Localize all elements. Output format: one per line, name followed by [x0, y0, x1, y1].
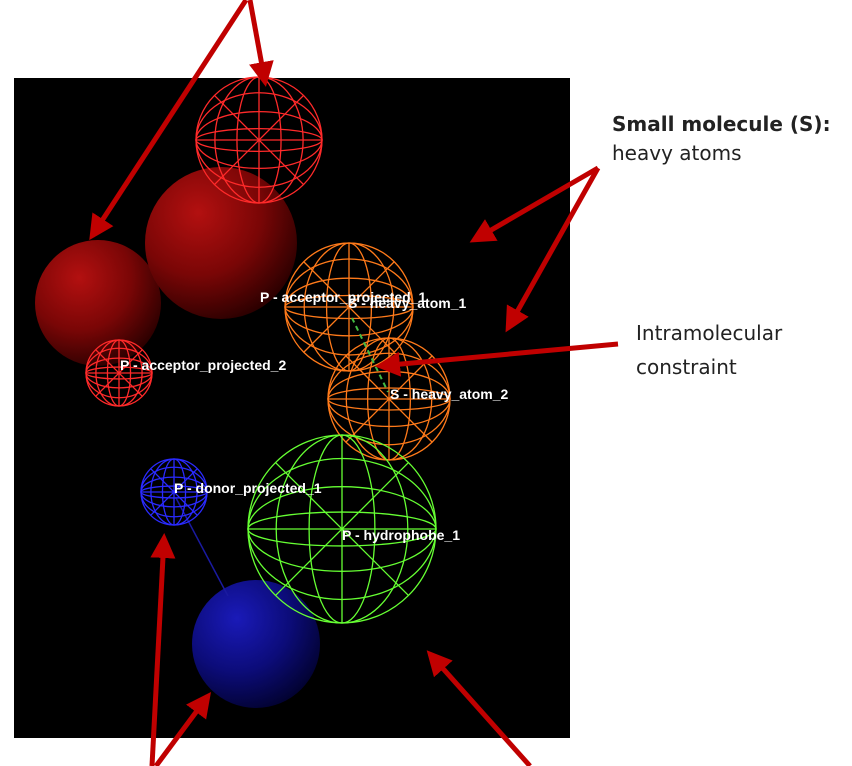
label-heavy-atom-1: S - heavy_atom_1	[348, 295, 466, 311]
intramolecular-constraint-line	[351, 317, 389, 393]
donor-solid-sphere	[192, 580, 320, 708]
label-acceptor-projected-1: P - acceptor_projected_1	[260, 289, 426, 305]
small-molecule-title: Small molecule (S):	[612, 112, 831, 136]
donor-projected-1-wire-sphere	[140, 458, 208, 526]
arrow-small-molecule-2	[505, 166, 601, 333]
annotation-arrows	[89, 0, 619, 766]
hydrophobe-1-wire-sphere	[247, 434, 437, 624]
acceptor-1-solid-sphere	[145, 167, 297, 319]
acceptor-projected-1-wire-sphere	[195, 76, 323, 204]
intramolecular-label-line1: Intramolecular	[636, 321, 783, 345]
arrow-top-to-acceptor-2	[89, 0, 249, 241]
heavy-atom-1-wire-sphere	[284, 242, 414, 372]
label-hydrophobe-1: P - hydrophobe_1	[342, 527, 460, 543]
intramolecular-label-line2: constraint	[636, 355, 737, 379]
acceptor-projected-2-wire-sphere	[85, 339, 153, 407]
label-acceptor-projected-2: P - acceptor_projected_2	[120, 357, 286, 373]
label-donor-projected-1: P - donor_projected_1	[174, 480, 322, 496]
label-heavy-atom-2: S - heavy_atom_2	[390, 386, 508, 402]
arrow-small-molecule-1	[469, 165, 600, 243]
arrow-intramolecular	[375, 341, 619, 377]
arrow-bottom-to-donor-solid	[153, 691, 211, 766]
arrow-bottom-to-donor-wire	[149, 533, 176, 766]
donor-link-line	[175, 497, 229, 597]
small-molecule-desc: heavy atoms	[612, 141, 742, 165]
arrow-top-to-acceptor-1	[247, 0, 274, 87]
acceptor-2-solid-sphere	[35, 240, 161, 366]
arrow-bottom-to-hydrophobe	[426, 650, 532, 766]
